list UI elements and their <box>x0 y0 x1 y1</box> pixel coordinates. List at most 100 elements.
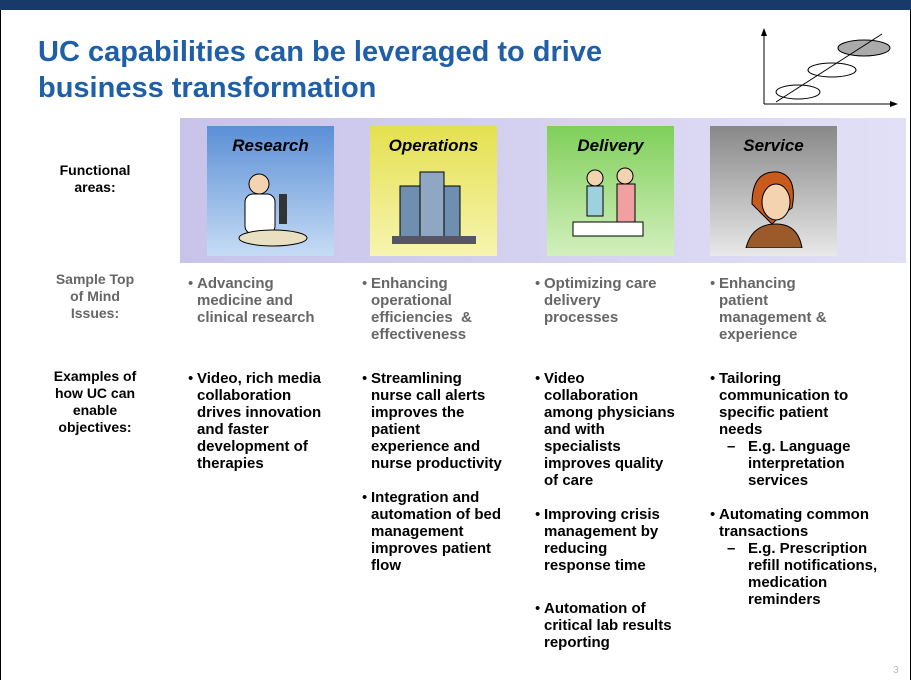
row-label: how UC can <box>54 385 136 401</box>
example-text: communication to <box>719 387 849 404</box>
sub-example-text: reminders <box>748 591 821 608</box>
bullet: • <box>535 506 541 523</box>
row-label: Functional <box>59 162 131 178</box>
logo-graph <box>761 28 898 107</box>
bullet: • <box>362 489 368 506</box>
illustration <box>238 173 308 247</box>
issue-text: operational <box>371 292 452 309</box>
example-text: patient <box>371 421 421 438</box>
row-label: Issues: <box>70 305 120 321</box>
example-text: experience and <box>371 438 481 455</box>
illustration <box>745 171 803 248</box>
example-text: reporting <box>544 634 610 651</box>
dash: – <box>727 540 736 557</box>
example-text: and faster <box>197 421 269 438</box>
sub-example-text: medication <box>748 574 828 591</box>
row-label: of Mind <box>70 288 120 304</box>
issue-text: medicine and <box>197 292 293 309</box>
example-text: Improving crisis <box>544 506 660 523</box>
example-text: and with <box>544 421 605 438</box>
row-label: Sample Top <box>55 271 135 287</box>
example-text: Video, rich media <box>197 370 321 387</box>
example-text: drives innovation <box>197 404 322 421</box>
bullet: • <box>535 275 541 292</box>
example-text: critical lab results <box>544 617 672 634</box>
title-line: UC capabilities can be leveraged to driv… <box>38 36 603 68</box>
delivery-box: Delivery <box>547 126 674 256</box>
example-text: nurse call alerts <box>371 387 486 404</box>
example-text: reducing <box>544 540 608 557</box>
title-line: business transformation <box>38 72 377 104</box>
example-text: management <box>371 523 464 540</box>
bullet: • <box>362 275 368 292</box>
column-heading: Delivery <box>577 136 644 155</box>
issue-text: patient <box>719 292 769 309</box>
example-text: development of <box>197 438 308 455</box>
row-label: Examples of <box>53 368 137 384</box>
top-bar <box>0 0 911 10</box>
example-text: Integration and <box>371 489 480 506</box>
issue-text: Advancing <box>197 275 274 292</box>
bullet: • <box>710 506 716 523</box>
issue-text: Enhancing <box>371 275 448 292</box>
issue-text: efficiencies & <box>371 309 472 326</box>
example-text: collaboration <box>544 387 639 404</box>
example-text: collaboration <box>197 387 292 404</box>
example-text: Automating common <box>719 506 869 523</box>
example-text: needs <box>719 421 763 438</box>
column-heading: Research <box>232 136 309 155</box>
example-text: management by <box>544 523 659 540</box>
row-label: enable <box>72 402 118 418</box>
row-label: objectives: <box>58 419 132 435</box>
example-text: Video <box>544 370 585 387</box>
example-text: improves the <box>371 404 465 421</box>
example-text: therapies <box>197 455 264 472</box>
issue-text: processes <box>544 309 619 326</box>
bullet: • <box>188 275 194 292</box>
issue-text: experience <box>719 326 798 343</box>
example-text: Automation of <box>544 600 646 617</box>
example-text: nurse productivity <box>371 455 502 472</box>
example-text: of care <box>544 472 594 489</box>
illustration <box>572 167 644 237</box>
issue-text: Optimizing care <box>544 275 657 292</box>
bullet: • <box>188 370 194 387</box>
sub-example-text: services <box>748 472 809 489</box>
bullet: • <box>535 600 541 617</box>
issue-text: clinical research <box>197 309 315 326</box>
issue-text: effectiveness <box>371 326 467 343</box>
example-text: flow <box>371 557 401 574</box>
operations-box: Operations <box>370 126 497 256</box>
page-number: 3 <box>893 665 899 676</box>
service-box: Service <box>710 126 837 256</box>
row-label: areas: <box>74 179 116 195</box>
dash: – <box>727 438 736 455</box>
sub-example-text: E.g. Language <box>748 438 851 455</box>
issue-text: delivery <box>544 292 601 309</box>
column-heading: Operations <box>388 136 479 155</box>
example-text: automation of bed <box>371 506 501 523</box>
issue-text: Enhancing <box>719 275 796 292</box>
sub-example-text: refill notifications, <box>748 557 878 574</box>
bullet: • <box>710 275 716 292</box>
sub-example-text: interpretation <box>748 455 845 472</box>
example-text: Streamlining <box>371 370 462 387</box>
example-text: specialists <box>544 438 621 455</box>
bullet: • <box>535 370 541 387</box>
example-text: among physicians <box>544 404 675 421</box>
example-text: transactions <box>719 523 809 540</box>
column-heading: Service <box>743 136 804 155</box>
bullet: • <box>710 370 716 387</box>
bullet: • <box>362 370 368 387</box>
sub-example-text: E.g. Prescription <box>748 540 868 557</box>
example-text: specific patient <box>719 404 829 421</box>
illustration <box>392 171 476 244</box>
research-box: Research <box>207 126 334 256</box>
example-text: improves quality <box>544 455 664 472</box>
issue-text: management & <box>719 309 827 326</box>
example-text: response time <box>544 557 646 574</box>
left-edge <box>0 10 1 680</box>
example-text: Tailoring <box>719 370 782 387</box>
example-text: improves patient <box>371 540 492 557</box>
